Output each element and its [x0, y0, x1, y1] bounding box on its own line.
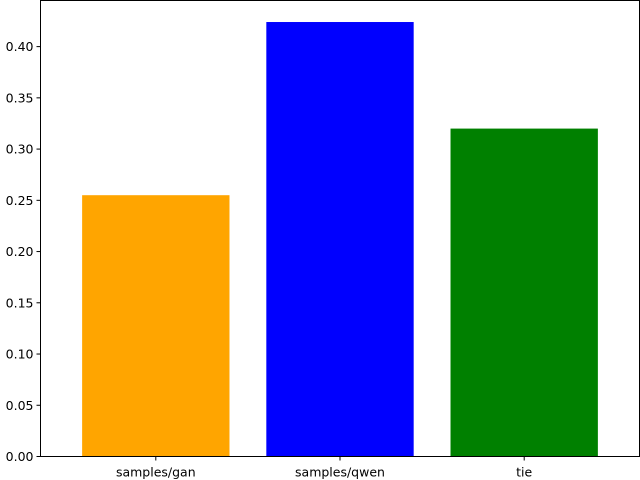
bar-samples-qwen	[266, 22, 414, 457]
y-tick-label: 0.30	[6, 142, 34, 157]
bars-group	[82, 22, 598, 457]
y-axis: 0.00 0.05 0.10 0.15 0.20 0.25 0.30 0.35 0.40	[6, 39, 41, 464]
y-tick-label: 0.15	[6, 295, 34, 310]
y-tick-label: 0.25	[6, 193, 34, 208]
x-tick-label: samples/gan	[116, 465, 196, 480]
bar-tie	[450, 128, 598, 457]
bar-samples-gan	[82, 195, 230, 457]
y-tick-label: 0.35	[6, 90, 34, 105]
y-tick-label: 0.10	[6, 347, 34, 362]
x-tick-label: samples/qwen	[295, 465, 385, 480]
y-tick-label: 0.05	[6, 398, 34, 413]
x-tick-label: tie	[516, 465, 532, 480]
y-tick-label: 0.40	[6, 39, 34, 54]
y-tick-label: 0.20	[6, 244, 34, 259]
y-tick-label: 0.00	[6, 449, 34, 464]
x-axis: samples/gan samples/qwen tie	[116, 456, 533, 480]
